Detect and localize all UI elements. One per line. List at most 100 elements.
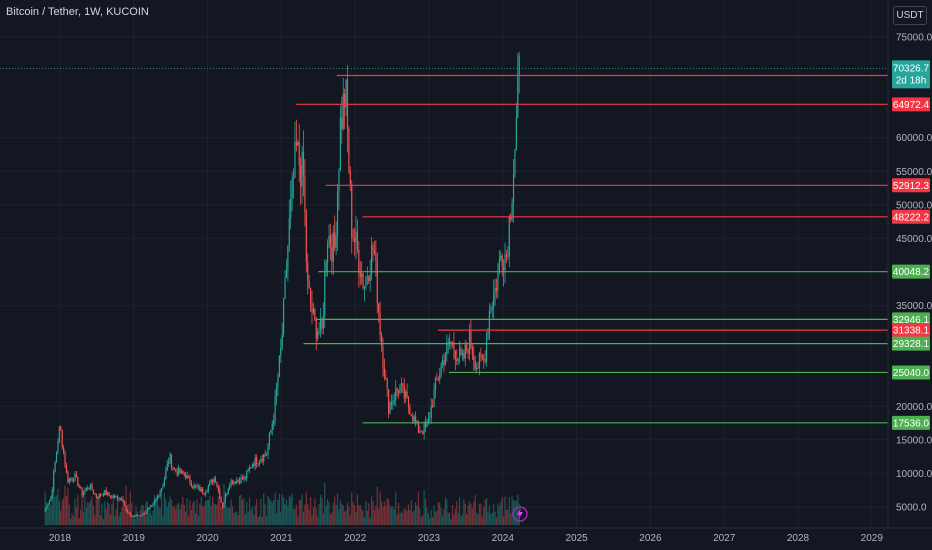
candle-body <box>136 514 139 516</box>
volume-bar <box>423 490 425 525</box>
candle-body <box>383 367 385 378</box>
volume-bar <box>159 508 161 525</box>
candle-body <box>257 463 259 465</box>
candle-body <box>432 406 434 407</box>
candle-body <box>324 272 326 316</box>
volume-bar <box>273 500 275 525</box>
volume-bar <box>202 506 204 525</box>
volume-bar <box>399 513 401 525</box>
candle-body <box>309 287 312 304</box>
candle-body <box>197 486 200 488</box>
volume-bar <box>206 500 208 525</box>
candle-body <box>402 383 404 386</box>
volume-bar <box>342 505 344 525</box>
candle-body <box>104 490 106 496</box>
volume-bar <box>460 515 462 525</box>
volume-bar <box>247 512 249 525</box>
currency-button[interactable]: USDT <box>893 6 927 25</box>
candle-body <box>213 478 215 483</box>
volume-bar <box>420 516 422 525</box>
volume-bar <box>294 508 296 525</box>
candle-body <box>166 463 168 471</box>
candle-body <box>407 397 410 407</box>
volume-bar <box>453 514 455 525</box>
volume-bar <box>434 511 437 525</box>
volume-bar <box>476 512 478 525</box>
volume-bar <box>463 499 465 525</box>
candle-body <box>342 93 344 130</box>
volume-bar <box>278 493 280 525</box>
candle-body <box>227 488 229 494</box>
candle-body <box>175 469 177 472</box>
x-tick-label: 2021 <box>270 533 293 544</box>
candle-body <box>304 175 306 212</box>
price-axis[interactable]: 75000.0 60000.0 55000.0 50000.0 45000.0 35000… <box>896 33 932 514</box>
volume-bar <box>371 496 373 525</box>
volume-bar <box>493 504 495 525</box>
volume-bar <box>160 493 163 525</box>
volume-bar <box>284 503 286 525</box>
horizontal-levels[interactable] <box>0 67 888 424</box>
candle-body <box>283 298 285 335</box>
volume-bar <box>362 510 364 525</box>
volume-bar <box>356 494 359 525</box>
volume-bar <box>444 497 447 525</box>
volume-bar <box>300 499 302 525</box>
candle-body <box>412 416 414 422</box>
candle-body <box>240 477 242 484</box>
volume-bar <box>346 502 349 525</box>
volume-bar <box>484 499 486 525</box>
volume-bar <box>231 506 234 525</box>
volume-bar <box>176 504 178 525</box>
volume-bar <box>241 499 244 525</box>
volume-bar <box>197 516 200 525</box>
volume-bar <box>307 503 309 525</box>
candle-body <box>355 231 357 242</box>
current-price-badge <box>892 60 930 89</box>
volume-bar <box>378 508 380 525</box>
volume-bar <box>95 499 97 525</box>
volume-bar <box>196 499 198 525</box>
volume-bar <box>386 498 388 525</box>
candle-body <box>307 262 309 281</box>
volume-bar <box>51 497 53 525</box>
candle-body <box>308 280 310 288</box>
level-badge <box>892 365 930 380</box>
volume-bar <box>153 494 156 525</box>
volume-bar <box>329 514 332 525</box>
volume-bar <box>78 518 80 525</box>
candle-body <box>298 141 300 166</box>
volume-bar <box>500 502 502 525</box>
volume-bar <box>240 494 242 525</box>
countdown-label: 2d 18h <box>896 75 927 86</box>
level-badge-label: 52912.3 <box>893 181 930 192</box>
candle-body <box>74 473 76 481</box>
candle-body <box>420 431 422 433</box>
volume-bar <box>48 507 51 525</box>
candle-body <box>369 274 371 282</box>
volume-bar <box>166 506 168 525</box>
candle-body <box>294 142 296 178</box>
volume-bar <box>227 507 229 525</box>
volume-bar <box>226 506 228 525</box>
lightning-icon[interactable] <box>512 506 528 522</box>
candle-body <box>458 348 461 359</box>
volume-bar <box>260 498 262 525</box>
candle-body <box>67 472 69 483</box>
candle-body <box>375 253 377 261</box>
volume-bar <box>328 502 330 525</box>
candle-body <box>173 467 175 470</box>
y-tick-label: 10000.0 <box>896 469 932 480</box>
candle-body <box>48 500 51 505</box>
volume-bar <box>44 491 46 525</box>
candle-body <box>124 502 126 507</box>
volume-bar <box>168 501 170 525</box>
candle-body <box>322 315 324 329</box>
volume-bar <box>85 507 87 525</box>
candle-body <box>318 330 320 332</box>
volume-bar <box>383 501 385 525</box>
time-axis[interactable]: 2018 2019 2020 2021 2022 2023 2024 2025 2026 2027… <box>49 533 883 544</box>
candle-body <box>78 486 80 488</box>
candle-body <box>314 309 316 321</box>
